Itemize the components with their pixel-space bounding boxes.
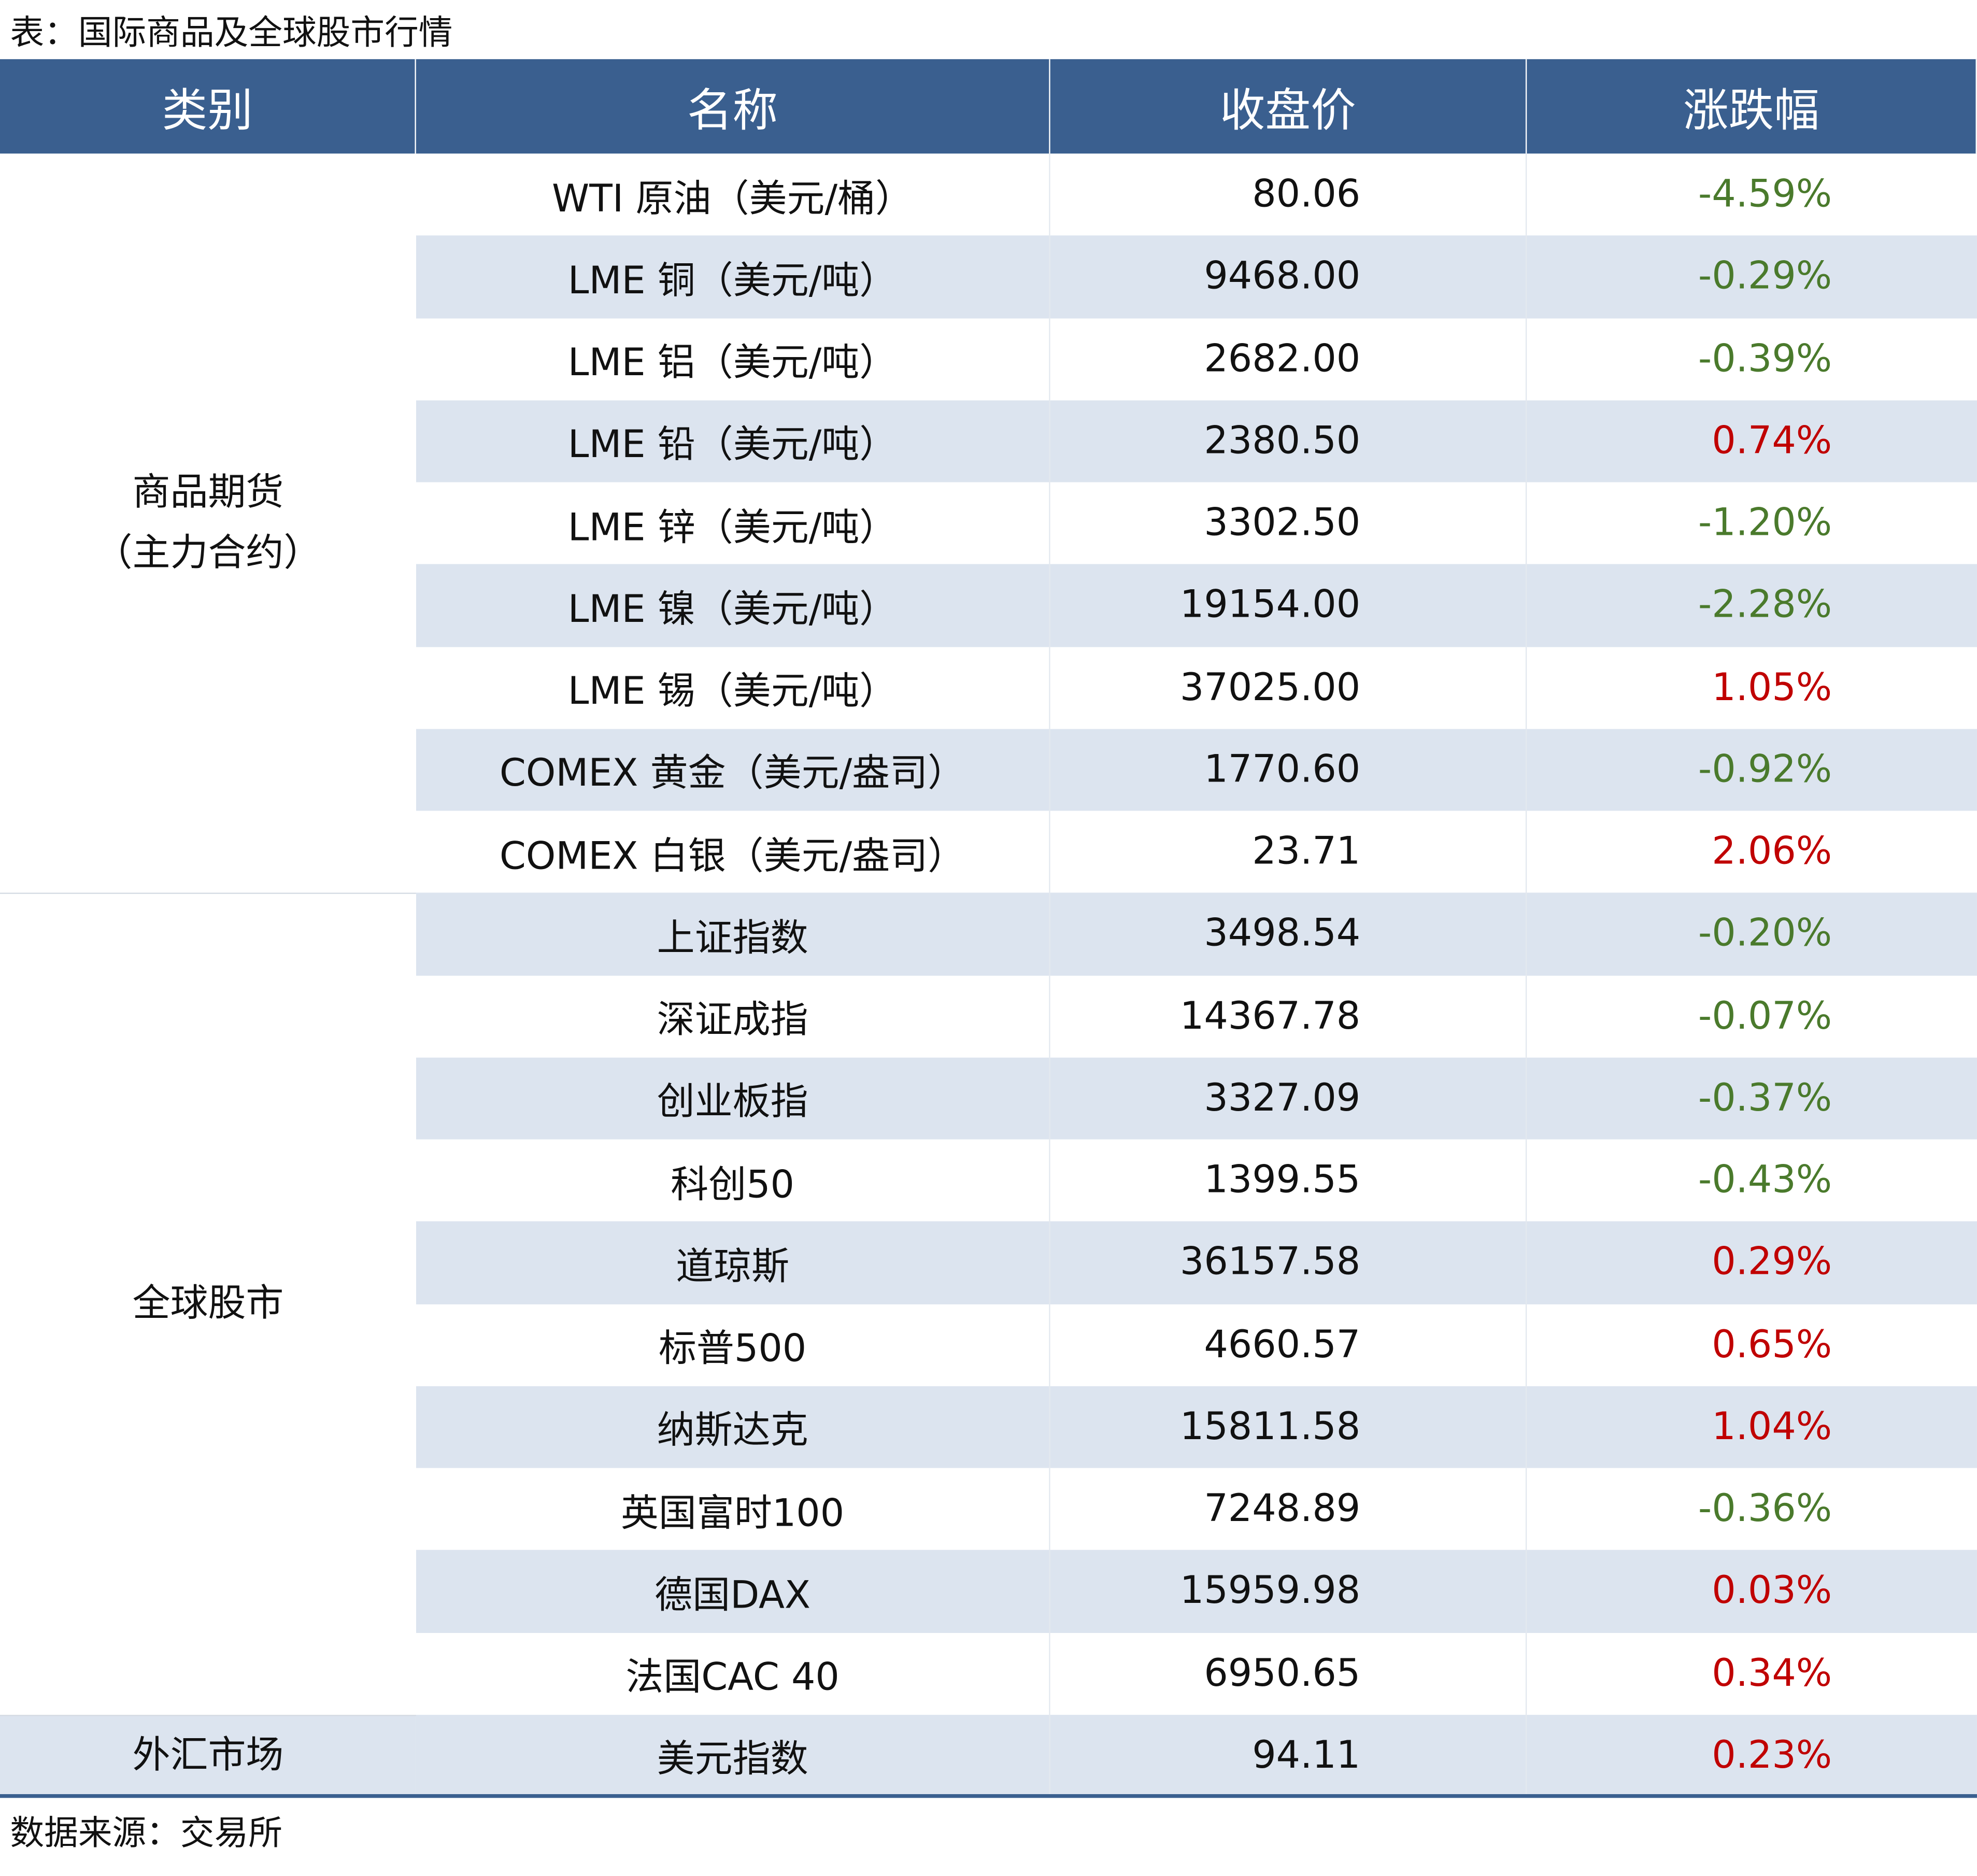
price-cell: 14367.78: [1050, 975, 1527, 1058]
price-cell: 2682.00: [1050, 318, 1527, 400]
price-cell: 23.71: [1050, 811, 1527, 893]
price-cell: 15811.58: [1050, 1386, 1527, 1468]
change-cell: -2.28%: [1527, 564, 1977, 647]
name-cell: 标普500: [416, 1303, 1050, 1386]
change-cell: -0.37%: [1527, 1057, 1977, 1140]
category-label: （主力合约）: [94, 531, 322, 575]
change-cell: 1.05%: [1527, 646, 1977, 729]
price-cell: 1399.55: [1050, 1139, 1527, 1222]
column-header: 名称: [416, 59, 1050, 154]
name-cell: 纳斯达克: [416, 1386, 1050, 1468]
name-cell: 法国CAC 40: [416, 1632, 1050, 1715]
change-cell: 0.03%: [1527, 1550, 1977, 1632]
category-cell: 商品期货 （主力合约）: [0, 153, 416, 893]
name-cell: LME 锌（美元/吨）: [416, 482, 1050, 565]
category-cell: 全球股市: [0, 893, 416, 1715]
price-cell: 37025.00: [1050, 646, 1527, 729]
name-cell: 深证成指: [416, 975, 1050, 1058]
change-cell: 1.04%: [1527, 1386, 1977, 1468]
name-cell: COMEX 白银（美元/盎司）: [416, 811, 1050, 893]
change-cell: -4.59%: [1527, 153, 1977, 236]
column-header: 类别: [0, 59, 416, 154]
change-cell: -0.29%: [1527, 235, 1977, 318]
price-cell: 15959.98: [1050, 1550, 1527, 1632]
price-cell: 4660.57: [1050, 1303, 1527, 1386]
name-cell: 道琼斯: [416, 1221, 1050, 1304]
change-cell: -0.20%: [1527, 893, 1977, 975]
column-header: 收盘价: [1050, 59, 1527, 154]
name-cell: LME 铅（美元/吨）: [416, 400, 1050, 482]
name-cell: 德国DAX: [416, 1550, 1050, 1632]
change-cell: 0.34%: [1527, 1632, 1977, 1715]
change-cell: -0.07%: [1527, 975, 1977, 1058]
price-cell: 7248.89: [1050, 1468, 1527, 1551]
change-cell: 0.74%: [1527, 400, 1977, 482]
price-cell: 3327.09: [1050, 1057, 1527, 1140]
change-cell: 0.65%: [1527, 1303, 1977, 1386]
change-cell: -1.20%: [1527, 482, 1977, 565]
price-cell: 36157.58: [1050, 1221, 1527, 1304]
name-cell: 英国富时100: [416, 1468, 1050, 1551]
price-cell: 6950.65: [1050, 1632, 1527, 1715]
price-cell: 3302.50: [1050, 482, 1527, 565]
column-header: 涨跌幅: [1527, 59, 1977, 154]
change-cell: -0.39%: [1527, 318, 1977, 400]
name-cell: COMEX 黄金（美元/盎司）: [416, 729, 1050, 811]
price-cell: 1770.60: [1050, 729, 1527, 811]
name-cell: 创业板指: [416, 1057, 1050, 1140]
table-title: 表：国际商品及全球股市行情: [10, 13, 453, 53]
change-cell: -0.92%: [1527, 729, 1977, 811]
source-note: 数据来源：交易所: [10, 1813, 282, 1853]
name-cell: 科创50: [416, 1139, 1050, 1222]
category-label: 商品期货: [132, 470, 284, 515]
name-cell: LME 镍（美元/吨）: [416, 564, 1050, 647]
price-cell: 3498.54: [1050, 893, 1527, 975]
change-cell: 2.06%: [1527, 811, 1977, 893]
category-cell: 外汇市场: [0, 1714, 416, 1797]
name-cell: 美元指数: [416, 1714, 1050, 1797]
name-cell: WTI 原油（美元/桶）: [416, 153, 1050, 236]
change-cell: 0.29%: [1527, 1221, 1977, 1304]
price-cell: 80.06: [1050, 153, 1527, 236]
price-cell: 9468.00: [1050, 235, 1527, 318]
price-cell: 2380.50: [1050, 400, 1527, 482]
price-cell: 94.11: [1050, 1714, 1527, 1797]
table-bottom-rule: [0, 1794, 1977, 1798]
name-cell: LME 铜（美元/吨）: [416, 235, 1050, 318]
name-cell: LME 锡（美元/吨）: [416, 646, 1050, 729]
price-cell: 19154.00: [1050, 564, 1527, 647]
change-cell: 0.23%: [1527, 1714, 1977, 1797]
category-label: 外汇市场: [132, 1733, 284, 1778]
name-cell: 上证指数: [416, 893, 1050, 975]
change-cell: -0.43%: [1527, 1139, 1977, 1222]
name-cell: LME 铝（美元/吨）: [416, 318, 1050, 400]
change-cell: -0.36%: [1527, 1468, 1977, 1551]
category-label: 全球股市: [132, 1282, 284, 1326]
